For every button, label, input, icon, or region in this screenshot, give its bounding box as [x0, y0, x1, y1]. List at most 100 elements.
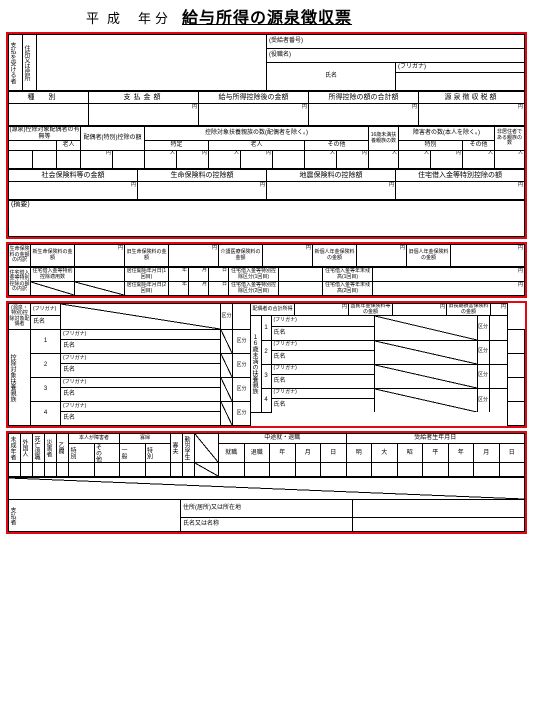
f2[interactable]: [21, 463, 33, 477]
f3[interactable]: [33, 463, 45, 477]
y1[interactable]: 年: [169, 268, 189, 282]
f4[interactable]: [45, 463, 57, 477]
housing-bal1-field[interactable]: [373, 268, 525, 282]
f6[interactable]: [69, 463, 95, 477]
old-pension-field[interactable]: [451, 245, 525, 267]
new-life-field[interactable]: [75, 245, 125, 267]
quake-field[interactable]: [267, 182, 396, 200]
y2[interactable]: 年: [169, 282, 189, 296]
f13[interactable]: [244, 463, 270, 477]
f16[interactable]: [321, 463, 347, 477]
taisho: 大: [372, 444, 398, 463]
u1-kf[interactable]: [489, 316, 507, 340]
withholding-field[interactable]: [419, 104, 525, 126]
housing-bal2-label: 住宅借入金等年末残高(2回目): [323, 282, 373, 296]
housing-deduct2-label: 住宅借入金等特別控除区分(2回目): [229, 282, 279, 296]
u-p7: 人: [495, 151, 525, 169]
d1[interactable]: 日: [209, 268, 229, 282]
sp2[interactable]: [33, 151, 57, 169]
d2-k: 区分: [233, 354, 251, 378]
sp-name-field[interactable]: [61, 304, 221, 330]
d4-kf[interactable]: [508, 402, 525, 426]
ws-label: 勤労学生: [183, 436, 189, 460]
d2-field[interactable]: [221, 354, 233, 378]
d4-n: 氏名: [61, 412, 221, 426]
u2-field[interactable]: [374, 340, 477, 364]
d3-field[interactable]: [221, 378, 233, 402]
u4-field[interactable]: [374, 388, 477, 412]
heisei: 平: [423, 444, 449, 463]
f14[interactable]: [270, 463, 296, 477]
sp1[interactable]: [9, 151, 33, 169]
dis-special: 特別: [399, 141, 463, 151]
quake-label: 地震保険料の控除額: [267, 170, 396, 182]
f19[interactable]: [397, 463, 423, 477]
f7[interactable]: [94, 463, 120, 477]
address-field[interactable]: [37, 35, 267, 91]
np-field[interactable]: [393, 304, 447, 316]
payment-field[interactable]: [89, 104, 199, 126]
m1[interactable]: 月: [189, 268, 209, 282]
sp-kubun-field[interactable]: [233, 304, 251, 330]
d1-kf[interactable]: [508, 330, 525, 354]
sp-income-field[interactable]: [295, 304, 349, 316]
u1-field[interactable]: [374, 316, 477, 340]
d3-kf[interactable]: [508, 378, 525, 402]
f10[interactable]: [171, 463, 183, 477]
recipient-no-label: (受給者番号): [267, 35, 525, 49]
m2[interactable]: 月: [189, 282, 209, 296]
u-p5: 人: [399, 151, 431, 169]
housing-deduct1-field[interactable]: [279, 268, 323, 282]
d2-kf[interactable]: [508, 354, 525, 378]
social-field[interactable]: [9, 182, 138, 200]
life-field[interactable]: [138, 182, 267, 200]
f21[interactable]: [448, 463, 474, 477]
housing-field[interactable]: [396, 182, 525, 200]
species-field[interactable]: [9, 104, 89, 126]
f23[interactable]: [499, 463, 525, 477]
old-life-field[interactable]: [169, 245, 219, 267]
u-i4: 内: [431, 151, 463, 169]
d4-field[interactable]: [221, 402, 233, 426]
np-label: 国民年金保険料等の金額: [349, 304, 393, 316]
d1-field[interactable]: [221, 330, 233, 354]
new-pension-field[interactable]: [357, 245, 407, 267]
u3-kf[interactable]: [489, 364, 507, 388]
u2-kf[interactable]: [489, 340, 507, 364]
sp-amt[interactable]: [113, 151, 145, 169]
f5[interactable]: [57, 463, 69, 477]
d1-n: 氏名: [61, 340, 221, 354]
care-field[interactable]: [263, 245, 313, 267]
payer-addr-field[interactable]: [353, 500, 525, 518]
d2[interactable]: 日: [209, 282, 229, 296]
sp3[interactable]: [57, 151, 81, 169]
housing-bal2-field[interactable]: [373, 282, 525, 296]
f12[interactable]: [219, 463, 245, 477]
blank-row: [9, 478, 525, 500]
f8[interactable]: [120, 463, 146, 477]
gen-label: 一般: [120, 447, 126, 459]
u4-kf[interactable]: [489, 388, 507, 412]
f22[interactable]: [474, 463, 500, 477]
f9[interactable]: [145, 463, 171, 477]
f1[interactable]: [9, 463, 21, 477]
summary-field[interactable]: (摘要): [9, 201, 525, 237]
u3-field[interactable]: [374, 364, 477, 388]
f17[interactable]: [346, 463, 372, 477]
payer-name-field[interactable]: [353, 518, 525, 532]
f15[interactable]: [295, 463, 321, 477]
f20[interactable]: [423, 463, 449, 477]
payer-label: 支払者: [9, 507, 15, 525]
housing-count-field[interactable]: [75, 268, 125, 282]
after-deduct-field[interactable]: [199, 104, 309, 126]
f18[interactable]: [372, 463, 398, 477]
name-field[interactable]: [396, 73, 525, 91]
housing-deduct2-field[interactable]: [279, 282, 323, 296]
f11[interactable]: [183, 463, 195, 477]
de1[interactable]: [273, 151, 305, 169]
u-p1: 人: [145, 151, 177, 169]
new-pension-label: 新個人年金保険料の金額: [313, 245, 357, 267]
address-label: 住所又は居所: [23, 45, 29, 81]
total-deduct-field[interactable]: [309, 104, 419, 126]
ol-field[interactable]: [491, 304, 508, 316]
